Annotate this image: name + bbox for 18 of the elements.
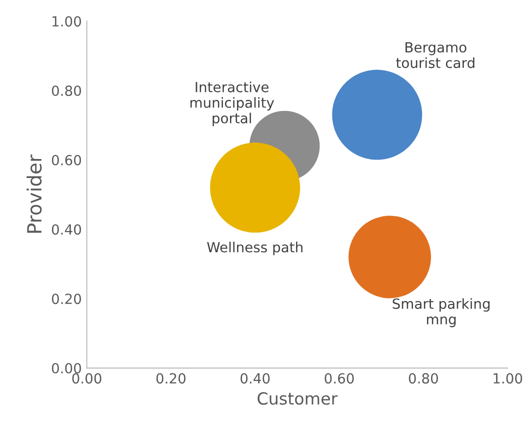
y-tick-label: 1.00 bbox=[52, 16, 82, 27]
x-tick-label: 0.60 bbox=[324, 373, 354, 384]
y-tick-label: 0.00 bbox=[52, 362, 82, 374]
series-label: Wellness path bbox=[207, 242, 302, 256]
y-tick-label: 0.40 bbox=[52, 224, 82, 235]
y-axis-title: Provider bbox=[26, 154, 42, 233]
series-label: Bergamo tourist card bbox=[396, 42, 474, 68]
x-tick-label: 0.80 bbox=[408, 373, 438, 384]
x-tick-label: 0.20 bbox=[156, 373, 186, 384]
x-axis-title: Customer bbox=[258, 392, 338, 405]
x-tick-label: 0.40 bbox=[240, 373, 270, 384]
series-label: Smart parking mng bbox=[392, 298, 490, 328]
series-label: Interactive municipality portal bbox=[190, 82, 274, 126]
x-tick-label: 0.00 bbox=[72, 373, 102, 384]
y-tick-label: 0.80 bbox=[52, 85, 82, 96]
y-tick-label: 0.20 bbox=[52, 294, 82, 304]
y-tick-label: 0.60 bbox=[52, 154, 82, 166]
x-tick-label: 1.00 bbox=[494, 373, 522, 384]
